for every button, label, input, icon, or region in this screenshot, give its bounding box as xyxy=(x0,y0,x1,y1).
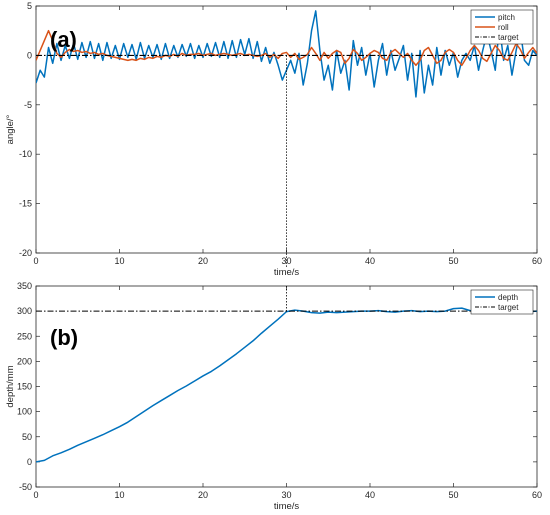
plot-area xyxy=(35,285,538,488)
y-tick-label: 200 xyxy=(17,356,32,366)
panel-label: (a) xyxy=(50,27,77,52)
x-axis-label: time/s xyxy=(274,501,300,512)
y-tick-label: 0 xyxy=(27,457,32,467)
x-tick-label: 20 xyxy=(198,490,208,500)
y-tick-label: -20 xyxy=(19,248,32,258)
series-layer xyxy=(36,307,537,463)
legend-label-roll: roll xyxy=(498,23,509,32)
y-tick-label: -10 xyxy=(19,149,32,159)
y-axis-label: depth/mm xyxy=(5,365,16,407)
y-tick-label: 250 xyxy=(17,331,32,341)
y-tick-label: 100 xyxy=(17,407,32,417)
legend-box xyxy=(470,289,534,315)
legend-label-target: target xyxy=(498,33,519,42)
y-tick-label: 50 xyxy=(22,432,32,442)
plot-area xyxy=(35,5,538,254)
x-tick-label: 30 xyxy=(281,256,291,266)
x-tick-label: 60 xyxy=(532,256,542,266)
x-tick-label: 40 xyxy=(365,490,375,500)
y-tick-label: 5 xyxy=(27,1,32,11)
depth-chart: 0 10 20 30 40 50 60-50050100150200250300350tim… xyxy=(5,281,542,512)
x-tick-label: 10 xyxy=(114,490,124,500)
x-tick-label: 0 xyxy=(33,256,38,266)
angle-chart: 0 10 20 30 40 50 60 -20 -15 -10 -5 0 5 time/s angle/° p… xyxy=(5,1,542,278)
x-tick-label: 40 xyxy=(365,256,375,266)
legend-label-pitch: pitch xyxy=(498,13,515,22)
legend-label-depth: depth xyxy=(498,293,518,302)
x-tick-label: 60 xyxy=(532,490,542,500)
x-axis-label: time/s xyxy=(274,267,300,278)
y-tick-label: 150 xyxy=(17,382,32,392)
series-line-roll xyxy=(36,29,537,67)
y-axis-label: angle/° xyxy=(5,114,16,144)
x-tick-label: 50 xyxy=(448,256,458,266)
x-tick-label: 50 xyxy=(448,490,458,500)
legend-label-target: target xyxy=(498,303,519,312)
x-tick-label: 10 xyxy=(114,256,124,266)
x-tick-label: 0 xyxy=(33,490,38,500)
y-tick-label: 0 xyxy=(27,50,32,60)
x-tick-label: 30 xyxy=(281,490,291,500)
y-tick-label: -5 xyxy=(24,100,32,110)
x-tick-label: 20 xyxy=(198,256,208,266)
y-tick-label: 350 xyxy=(17,281,32,291)
y-tick-label: -15 xyxy=(19,199,32,209)
y-tick-label: -50 xyxy=(19,482,32,492)
panel-label: (b) xyxy=(50,325,78,350)
y-tick-label: 300 xyxy=(17,306,32,316)
